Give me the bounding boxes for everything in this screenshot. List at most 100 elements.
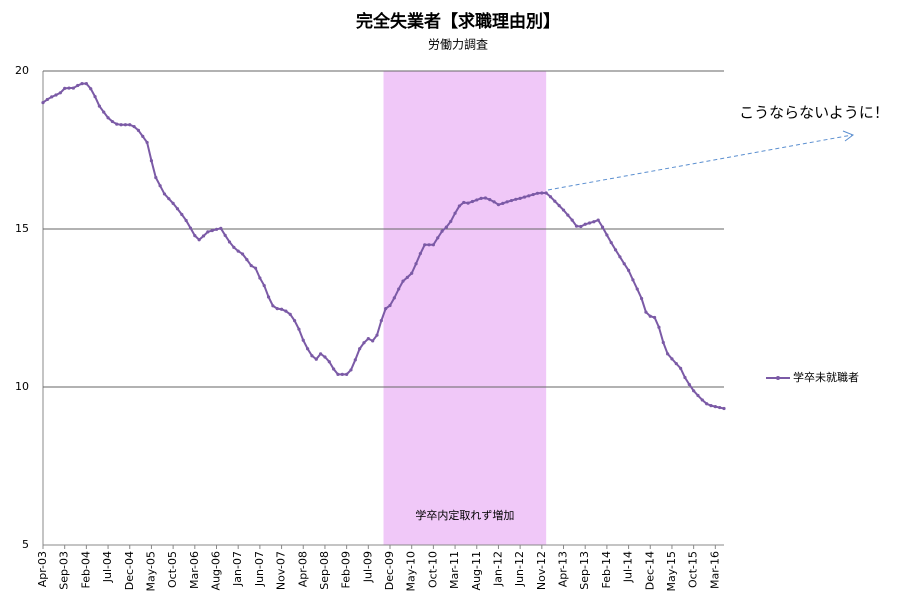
data-point (635, 287, 639, 291)
data-point (119, 123, 123, 127)
data-point (709, 404, 713, 408)
data-point (631, 278, 635, 282)
data-point (136, 128, 141, 133)
data-point (80, 82, 84, 86)
data-point (666, 352, 670, 356)
x-tick-label: Apr-03 (36, 551, 49, 587)
data-point (50, 95, 54, 99)
data-point (479, 196, 483, 200)
data-point (527, 194, 531, 198)
y-tick-label: 5 (22, 538, 29, 551)
x-tick-label: Feb-09 (340, 551, 353, 588)
y-tick-label: 20 (15, 64, 29, 77)
data-point (102, 110, 106, 114)
data-point (262, 283, 266, 288)
data-point (644, 310, 648, 314)
data-point (353, 358, 357, 362)
data-point (132, 125, 136, 129)
data-point (358, 347, 362, 351)
x-tick-label: Sep-13 (578, 551, 591, 590)
data-point (609, 240, 613, 245)
x-tick-label: Feb-14 (600, 551, 613, 588)
x-tick-label: Jan-07 (231, 551, 244, 587)
x-tick-label: Aug-11 (470, 551, 483, 590)
x-tick-label: Sep-08 (318, 551, 331, 590)
data-point (570, 218, 574, 222)
data-point (713, 404, 717, 409)
data-point (475, 198, 479, 202)
data-point (184, 218, 188, 223)
data-point (310, 354, 314, 358)
data-point (705, 402, 709, 406)
chart-subtitle: 労働力調査 (428, 38, 488, 52)
data-point (97, 104, 101, 108)
x-tick-label: Sep-03 (58, 551, 71, 590)
data-point (457, 204, 462, 208)
data-point (700, 398, 704, 402)
data-point (657, 325, 661, 329)
x-tick-label: Dec-14 (643, 551, 656, 590)
data-point (210, 228, 214, 233)
data-point (648, 314, 652, 318)
data-point (583, 222, 587, 226)
x-tick-label: Jun-12 (513, 551, 526, 587)
data-point (332, 367, 336, 371)
data-point (722, 406, 726, 411)
data-point (661, 340, 665, 345)
data-point (548, 195, 553, 199)
data-point (93, 94, 97, 99)
x-tick-label: May-05 (144, 551, 157, 592)
data-point (141, 134, 145, 139)
data-point (553, 199, 557, 203)
data-point (540, 191, 544, 195)
data-point (180, 212, 184, 217)
data-point (76, 83, 80, 88)
data-point (314, 357, 318, 361)
x-tick-label: Jul-09 (361, 551, 374, 583)
data-point (63, 86, 67, 90)
data-point (401, 279, 405, 283)
data-point (349, 368, 353, 372)
data-point (301, 338, 305, 342)
x-tick-label: Mar-16 (708, 551, 721, 589)
data-point (366, 337, 370, 341)
data-point (466, 201, 470, 205)
data-point (171, 201, 175, 206)
data-point (444, 225, 448, 229)
data-point (219, 226, 223, 230)
data-point (227, 240, 232, 244)
data-point (240, 252, 245, 256)
legend-marker (776, 376, 780, 380)
x-tick-label: Apr-08 (296, 551, 309, 587)
data-point (71, 86, 75, 90)
data-point (253, 266, 258, 270)
data-point (245, 258, 249, 262)
data-point (531, 192, 535, 197)
data-point (327, 360, 331, 364)
data-point (449, 219, 453, 224)
data-point (162, 192, 167, 196)
data-point (579, 224, 583, 229)
x-tick-label: Nov-12 (535, 551, 548, 590)
x-tick-label: Feb-04 (79, 551, 92, 588)
data-point (110, 119, 115, 124)
legend-label: 学卒未就職者 (793, 370, 859, 384)
data-point (587, 221, 592, 225)
data-point (462, 200, 466, 205)
data-point (626, 268, 631, 272)
data-point (193, 234, 197, 238)
data-point (535, 191, 540, 195)
data-point (470, 199, 475, 204)
data-point (336, 372, 340, 376)
x-tick-label: May-15 (665, 551, 678, 592)
data-point (414, 262, 418, 266)
x-tick-label: Apr-13 (557, 551, 570, 587)
data-point (45, 97, 49, 102)
data-point (145, 140, 149, 145)
data-point (574, 224, 579, 228)
data-point (236, 249, 240, 253)
data-point (319, 352, 323, 356)
data-point (379, 319, 383, 323)
data-point (201, 234, 206, 238)
